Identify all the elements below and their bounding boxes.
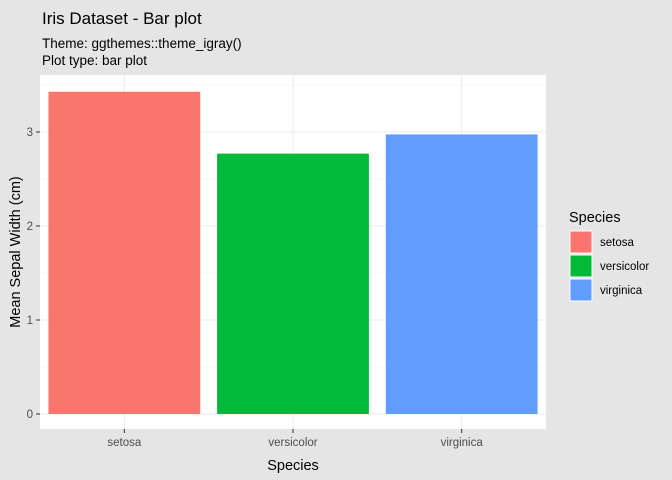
x-axis-title: Species: [267, 458, 319, 474]
legend-key-setosa: [569, 230, 593, 254]
chart-title: Iris Dataset - Bar plot: [42, 9, 202, 28]
bar-versicolor: [217, 153, 369, 414]
y-tick-label: 0: [27, 409, 33, 421]
bar-setosa: [48, 91, 201, 414]
x-axis: setosa versicolor virginica: [107, 429, 483, 449]
legend-label-versicolor: versicolor: [600, 261, 649, 273]
legend-label-setosa: setosa: [600, 237, 634, 249]
x-tick-label: versicolor: [268, 437, 317, 449]
bar-virginica: [385, 134, 538, 414]
y-tick-label: 3: [27, 127, 33, 139]
legend: setosa versicolor virginica: [569, 230, 649, 302]
y-axis: 0 1 2 3: [27, 127, 40, 421]
chart-subtitle-line-1: Theme: ggthemes::theme_igray(): [42, 36, 242, 51]
legend-key-virginica: [569, 278, 593, 302]
y-tick-label: 2: [27, 221, 33, 233]
y-axis-title: Mean Sepal Width (cm): [8, 176, 24, 328]
y-tick-label: 1: [27, 315, 33, 327]
x-tick-label: virginica: [441, 437, 484, 449]
x-tick-label: setosa: [107, 437, 141, 449]
legend-key-versicolor: [569, 254, 593, 278]
bars: [48, 91, 538, 414]
legend-title: Species: [569, 210, 621, 226]
chart-subtitle-line-2: Plot type: bar plot: [42, 53, 147, 68]
legend-label-virginica: virginica: [600, 285, 643, 297]
